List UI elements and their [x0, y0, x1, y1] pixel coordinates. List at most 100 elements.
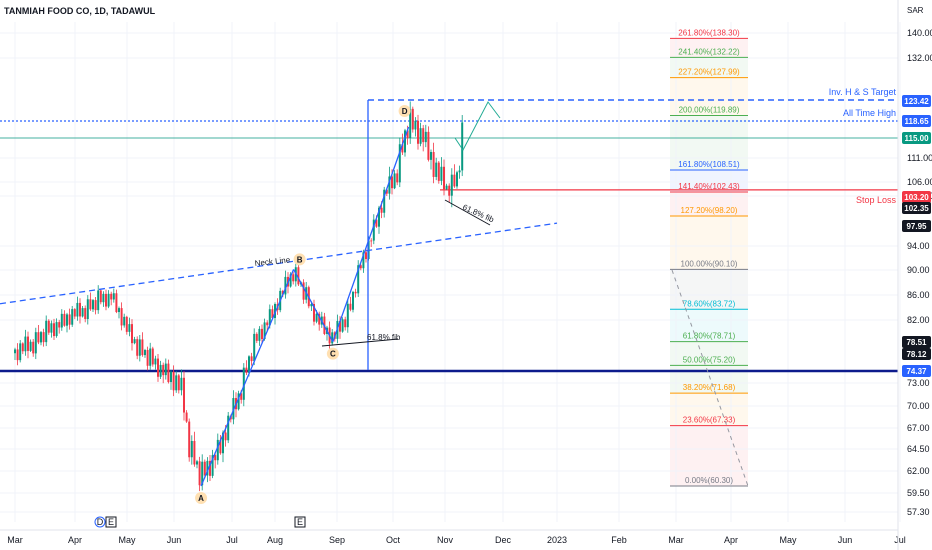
candle-body — [424, 131, 427, 143]
candle-body — [250, 356, 253, 362]
candle-body — [183, 377, 185, 413]
projection-path[interactable] — [454, 101, 501, 151]
candle-body — [354, 291, 357, 294]
candle-body — [185, 412, 188, 422]
candle-body — [29, 341, 32, 351]
wave-line-ab[interactable] — [200, 269, 295, 487]
y-tick-label: 62.00 — [907, 466, 930, 476]
candle-body — [461, 122, 464, 171]
candle-body — [99, 290, 102, 303]
candle-body — [76, 302, 79, 317]
candle-body — [138, 339, 141, 356]
neck-line-label: Neck Line — [254, 255, 291, 268]
fib-note: 61.8% fib — [367, 333, 401, 342]
candle-body — [261, 328, 263, 340]
candle-body — [79, 302, 81, 317]
x-tick-label: Jul — [894, 535, 906, 545]
level-label: Inv. H & S Target — [829, 87, 897, 97]
candle-body — [404, 130, 406, 153]
pattern-point-marker — [293, 253, 306, 266]
candle-body — [245, 367, 248, 373]
candle-body — [123, 316, 126, 326]
fib-label: 61.80%(78.71) — [683, 332, 736, 341]
y-tick-label: 90.00 — [907, 265, 930, 275]
x-tick-label: Mar — [7, 535, 23, 545]
candle-body — [378, 207, 380, 227]
candle-body — [92, 300, 94, 310]
candle-body — [370, 240, 373, 242]
candle-body — [188, 421, 191, 458]
wave-line-bc[interactable] — [293, 269, 334, 342]
candle-body — [427, 131, 430, 160]
pattern-point-label: A — [198, 494, 204, 503]
x-tick-label: Sep — [329, 535, 345, 545]
candle-body — [263, 322, 266, 340]
y-tick-label: 57.30 — [907, 507, 930, 517]
price-tag — [902, 202, 931, 214]
wave-line-cd[interactable] — [332, 126, 410, 342]
candle-body — [440, 166, 443, 181]
candle-body — [60, 313, 63, 328]
x-tick-label: Apr — [68, 535, 82, 545]
candle-body — [146, 350, 149, 366]
candle-body — [380, 207, 383, 213]
fib-trend-line[interactable] — [671, 269, 749, 487]
fib-arrow[interactable] — [444, 199, 491, 226]
horizontal-levels[interactable]: Inv. H & S Target All Time High Stop Loss — [0, 87, 898, 373]
candle-body — [222, 432, 224, 454]
candle-body — [406, 130, 409, 139]
candle-body — [94, 300, 97, 311]
candle-body — [359, 265, 362, 269]
dividend-event-icon[interactable] — [94, 516, 106, 528]
fib-arrow[interactable] — [321, 338, 399, 347]
candle-body — [258, 328, 261, 341]
candle-body — [268, 309, 271, 326]
candle-body — [409, 108, 412, 139]
candle-body — [362, 252, 365, 269]
candle-body — [68, 314, 71, 325]
x-tick-label: Nov — [437, 535, 454, 545]
candle-body — [128, 324, 131, 332]
candle-body — [248, 356, 250, 373]
price-tag — [902, 95, 931, 107]
earnings-event-icon[interactable] — [105, 516, 117, 528]
candle-body — [172, 371, 175, 391]
candle-body — [383, 189, 386, 213]
candle-body — [198, 461, 201, 486]
candle-body — [456, 172, 458, 187]
candle-body — [89, 299, 92, 310]
earnings-event-icon[interactable] — [294, 516, 306, 528]
candle-body — [167, 363, 170, 383]
candle-body — [237, 393, 240, 410]
candle-body — [450, 174, 453, 196]
fib-label: 78.60%(83.72) — [683, 299, 736, 308]
candle-body — [115, 293, 118, 313]
fib-zone — [670, 169, 748, 192]
neck-line[interactable] — [0, 222, 558, 305]
candle-body — [112, 293, 115, 300]
candle-body — [372, 219, 375, 241]
x-tick-label: Feb — [611, 535, 627, 545]
candle-body — [375, 219, 378, 227]
price-tag — [902, 132, 931, 144]
candle-body — [349, 303, 352, 310]
candle-body — [453, 174, 456, 187]
candle-body — [219, 439, 222, 454]
candle-body — [53, 323, 55, 337]
currency-label: SAR — [907, 6, 924, 15]
price-tag-label: 102.35 — [904, 204, 929, 213]
price-tag-label: 97.95 — [906, 222, 927, 231]
fibonacci-levels[interactable]: 261.80%(138.30) 241.40%(132.22) 227.20%(12… — [670, 28, 748, 487]
candle-body — [341, 319, 344, 332]
y-tick-label: 64.50 — [907, 444, 930, 454]
pattern-point-marker — [326, 347, 339, 360]
x-tick-label: May — [118, 535, 136, 545]
candle-body — [227, 415, 230, 441]
y-tick-label: 106.00 — [907, 177, 932, 187]
y-tick-label: 111.00 — [907, 153, 932, 163]
candle-body — [211, 455, 214, 476]
candle-body — [42, 332, 45, 343]
